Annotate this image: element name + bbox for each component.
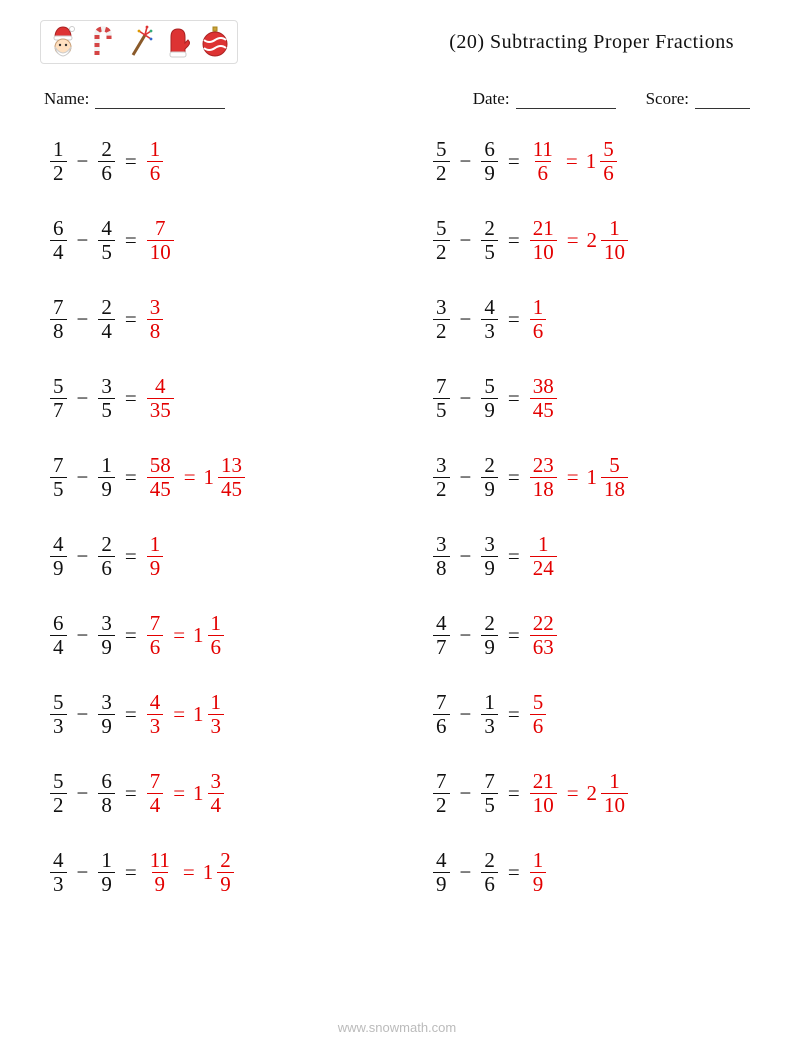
problem-row: 43−19=119=129 [48, 850, 371, 895]
equals-sign: = [125, 151, 137, 172]
answer: 2318=1518 [528, 455, 630, 500]
problem-row: 52−69=116=156 [431, 139, 754, 184]
minus-sign: − [77, 546, 89, 567]
equals-sign: = [508, 230, 520, 251]
answer: 16 [528, 297, 549, 342]
problem-row: 38−39=124 [431, 534, 754, 579]
minus-sign: − [460, 625, 472, 646]
answer: 116=156 [528, 139, 619, 184]
name-label: Name: [44, 89, 89, 109]
problem-row: 12−26=16 [48, 139, 371, 184]
problem-row: 72−75=2110=2110 [431, 771, 754, 816]
problem-row: 49−26=19 [431, 850, 754, 895]
header: (20) Subtracting Proper Fractions [40, 20, 754, 64]
minus-sign: − [460, 151, 472, 172]
problem-row: 32−29=2318=1518 [431, 455, 754, 500]
problem-row: 53−39=43=113 [48, 692, 371, 737]
answer: 2110=2110 [528, 771, 630, 816]
equals-sign: = [508, 862, 520, 883]
answer: 710 [145, 218, 176, 263]
answer: 119=129 [145, 850, 236, 895]
answer: 76=116 [145, 613, 226, 658]
minus-sign: − [460, 230, 472, 251]
equals-sign: = [125, 783, 137, 804]
firework-icon [125, 25, 153, 59]
worksheet-page: (20) Subtracting Proper Fractions Name: … [0, 0, 794, 1053]
equals-sign: = [508, 388, 520, 409]
santa-icon [49, 25, 77, 59]
answer: 2110=2110 [528, 218, 630, 263]
problem-row: 76−13=56 [431, 692, 754, 737]
problem-row: 49−26=19 [48, 534, 371, 579]
score-label: Score: [646, 89, 689, 109]
problem-row: 52−68=74=134 [48, 771, 371, 816]
problem-row: 47−29=2263 [431, 613, 754, 658]
equals-sign: = [125, 704, 137, 725]
answer: 74=134 [145, 771, 226, 816]
problem-row: 32−43=16 [431, 297, 754, 342]
problem-row: 75−59=3845 [431, 376, 754, 421]
answer: 19 [145, 534, 166, 579]
equals-sign: = [508, 546, 520, 567]
problem-row: 64−39=76=116 [48, 613, 371, 658]
minus-sign: − [460, 862, 472, 883]
answer: 124 [528, 534, 559, 579]
score-blank[interactable] [695, 89, 750, 109]
minus-sign: − [77, 467, 89, 488]
minus-sign: − [77, 309, 89, 330]
ornament-icon [201, 25, 229, 59]
answer: 19 [528, 850, 549, 895]
minus-sign: − [460, 546, 472, 567]
problem-row: 75−19=5845=11345 [48, 455, 371, 500]
equals-sign: = [125, 546, 137, 567]
answer: 5845=11345 [145, 455, 247, 500]
answer: 2263 [528, 613, 559, 658]
problem-row: 57−35=435 [48, 376, 371, 421]
problem-row: 64−45=710 [48, 218, 371, 263]
equals-sign: = [125, 230, 137, 251]
minus-sign: − [77, 625, 89, 646]
minus-sign: − [77, 230, 89, 251]
minus-sign: − [77, 783, 89, 804]
minus-sign: − [77, 704, 89, 725]
answer: 43=113 [145, 692, 226, 737]
equals-sign: = [125, 625, 137, 646]
equals-sign: = [508, 309, 520, 330]
answer: 56 [528, 692, 549, 737]
equals-sign: = [508, 783, 520, 804]
answer: 16 [145, 139, 166, 184]
candy-cane-icon [87, 25, 115, 59]
decorative-icons [40, 20, 238, 64]
minus-sign: − [460, 783, 472, 804]
minus-sign: − [77, 151, 89, 172]
minus-sign: − [77, 862, 89, 883]
answer: 38 [145, 297, 166, 342]
worksheet-title: (20) Subtracting Proper Fractions [449, 31, 734, 54]
equals-sign: = [125, 467, 137, 488]
problem-row: 78−24=38 [48, 297, 371, 342]
minus-sign: − [460, 388, 472, 409]
equals-sign: = [125, 862, 137, 883]
minus-sign: − [460, 467, 472, 488]
name-blank[interactable] [95, 89, 225, 109]
mitten-icon [163, 25, 191, 59]
problems-grid: 12−26=1652−69=116=15664−45=71052−25=2110… [40, 139, 754, 895]
date-blank[interactable] [516, 89, 616, 109]
problem-row: 52−25=2110=2110 [431, 218, 754, 263]
minus-sign: − [460, 704, 472, 725]
equals-sign: = [125, 309, 137, 330]
answer: 3845 [528, 376, 559, 421]
equals-sign: = [508, 704, 520, 725]
equals-sign: = [508, 467, 520, 488]
minus-sign: − [77, 388, 89, 409]
info-row: Name: Date: Score: [40, 89, 754, 109]
equals-sign: = [508, 151, 520, 172]
date-label: Date: [473, 89, 510, 109]
equals-sign: = [125, 388, 137, 409]
equals-sign: = [508, 625, 520, 646]
footer-watermark: www.snowmath.com [0, 1020, 794, 1035]
answer: 435 [145, 376, 176, 421]
minus-sign: − [460, 309, 472, 330]
